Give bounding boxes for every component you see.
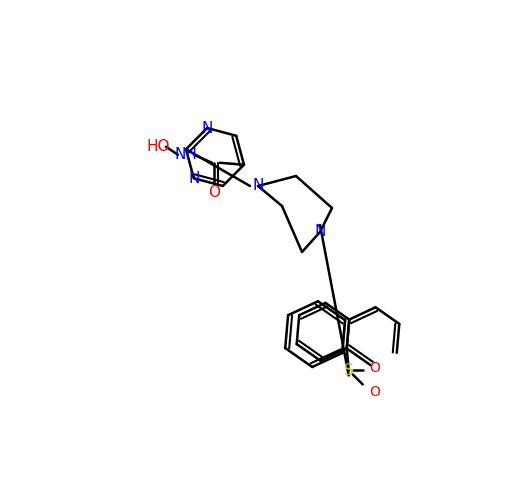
- Text: N: N: [252, 178, 264, 193]
- Text: O: O: [208, 185, 220, 200]
- Text: O: O: [369, 362, 380, 375]
- Text: N: N: [202, 120, 213, 135]
- Text: N: N: [314, 225, 326, 240]
- Text: O: O: [369, 386, 380, 400]
- Text: S: S: [344, 363, 354, 378]
- Text: HO: HO: [146, 139, 170, 154]
- Text: NH: NH: [175, 147, 198, 162]
- Text: N: N: [188, 171, 200, 186]
